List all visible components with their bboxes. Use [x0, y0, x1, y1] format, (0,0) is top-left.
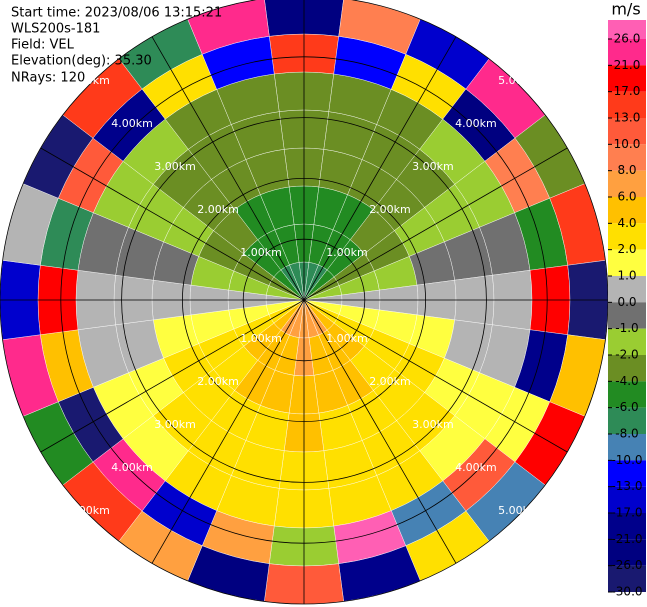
- range-ring: [181, 177, 426, 422]
- range-ring: [60, 56, 548, 544]
- colorbar-segment: [608, 223, 646, 250]
- range-label: 2.00km: [197, 203, 239, 216]
- colorbar-label: 4.0: [617, 216, 636, 230]
- colorbar-segment: [608, 302, 646, 329]
- colorbar-segment: [608, 381, 646, 408]
- range-label: 3.00km: [412, 160, 454, 173]
- colorbar-label: 17.0: [614, 84, 641, 98]
- colorbar-label: -4.0: [615, 374, 638, 388]
- colorbar-segment: [608, 39, 646, 66]
- header: Start time: 2023/08/06 13:15:21WLS200s-1…: [11, 6, 222, 86]
- spoke: [151, 36, 457, 564]
- colorbar-label: -17.0: [611, 506, 642, 520]
- colorbar-segment: [608, 276, 646, 303]
- colorbar: 26.0 21.0 17.0 13.0 10.0 8.0 6.0 4.0 2.0 1.0 0.0 -1…: [608, 20, 646, 599]
- colorbar-label: 6.0: [617, 190, 636, 204]
- rings: 1.00km 1.00km 1.00km 1.00km 2.00km 2.00km 2.00…: [0, 0, 609, 605]
- range-label: 4.00km: [111, 461, 153, 474]
- colorbar-label: -1.0: [615, 321, 638, 335]
- range-label: 3.00km: [154, 160, 196, 173]
- colorbar-segment: [608, 565, 646, 592]
- range-label: 1.00km: [326, 332, 368, 345]
- colorbar-label: 26.0: [614, 32, 641, 46]
- field: [0, 0, 609, 605]
- colorbar-segment: [608, 91, 646, 118]
- colorbar-unit: m/s: [611, 0, 640, 19]
- range-label: 5.00km: [68, 74, 110, 87]
- colorbar-segment: [608, 170, 646, 197]
- colorbar-segment: [608, 434, 646, 461]
- range-label: 5.00km: [498, 74, 540, 87]
- colorbar-segment: [608, 355, 646, 382]
- header-line: Start time: 2023/08/06 13:15:21: [11, 6, 222, 21]
- colorbar-segment: [608, 118, 646, 145]
- colorbar-label: -26.0: [611, 558, 642, 572]
- range-label: 2.00km: [197, 375, 239, 388]
- colorbar-label: 8.0: [617, 163, 636, 177]
- colorbar-segment: [608, 513, 646, 540]
- colorbar-segment: [608, 249, 646, 276]
- colorbar-segment: [608, 197, 646, 224]
- colorbar-segment: [608, 20, 646, 39]
- colorbar-label: 10.0: [614, 137, 641, 151]
- header-line: Field: VEL: [11, 38, 75, 53]
- colorbar-label: 13.0: [614, 111, 641, 125]
- colorbar-label: 1.0: [617, 269, 636, 283]
- colorbar-segment: [608, 407, 646, 434]
- header-line: Elevation(deg): 35.30: [11, 54, 152, 69]
- range-label: 5.00km: [498, 504, 540, 517]
- range-ring: [121, 117, 487, 483]
- colorbar-segment: [608, 486, 646, 513]
- colorbar-label: -10.0: [611, 453, 642, 467]
- colorbar-label: 0.0: [617, 295, 636, 309]
- range-label: 4.00km: [455, 461, 497, 474]
- colorbar-label: -8.0: [615, 427, 638, 441]
- range-label: 4.00km: [111, 117, 153, 130]
- range-label: 2.00km: [369, 203, 411, 216]
- colorbar-label: -30.0: [611, 585, 642, 599]
- colorbar-segment: [608, 65, 646, 92]
- colorbar-label: -6.0: [615, 400, 638, 414]
- colorbar-segment: [608, 539, 646, 566]
- colorbar-label: -13.0: [611, 479, 642, 493]
- colorbar-label: 2.0: [617, 242, 636, 256]
- range-label: 3.00km: [154, 418, 196, 431]
- range-label: 1.00km: [240, 332, 282, 345]
- colorbar-segment: [608, 460, 646, 487]
- header-line: NRays: 120: [11, 71, 85, 86]
- range-ring: [242, 238, 366, 362]
- colorbar-segment: [608, 144, 646, 171]
- colorbar-segment: [608, 328, 646, 355]
- range-label: 1.00km: [240, 246, 282, 259]
- colorbar-label: -21.0: [611, 532, 642, 546]
- colorbar-label: -2.0: [615, 348, 638, 362]
- colorbar-label: 21.0: [614, 58, 641, 72]
- range-label: 2.00km: [369, 375, 411, 388]
- range-label: 5.00km: [68, 504, 110, 517]
- range-label: 1.00km: [326, 246, 368, 259]
- range-label: 3.00km: [412, 418, 454, 431]
- header-line: WLS200s-181: [11, 22, 100, 37]
- range-label: 4.00km: [455, 117, 497, 130]
